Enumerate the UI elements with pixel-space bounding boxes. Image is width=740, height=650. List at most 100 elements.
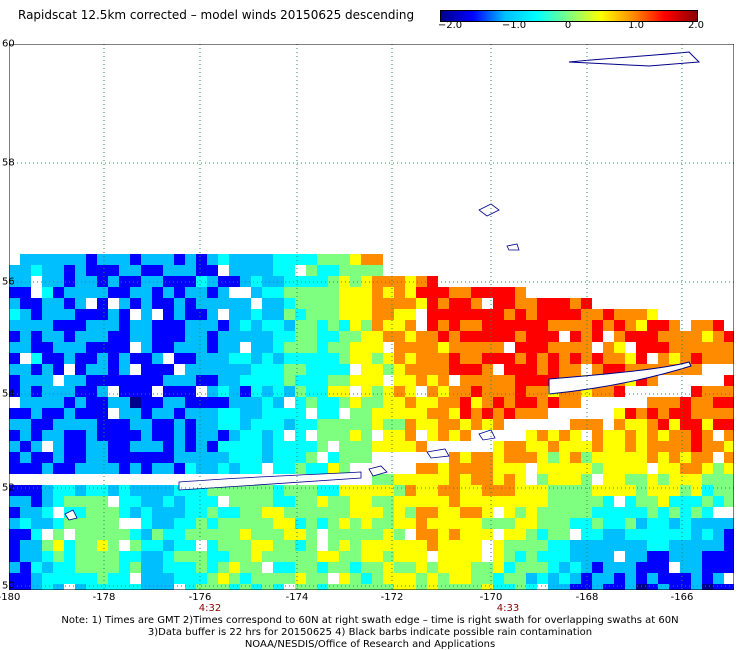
wind-diff-cell bbox=[53, 276, 64, 287]
wind-diff-cell bbox=[724, 551, 734, 562]
swath-time-label-2: 4:33 bbox=[496, 603, 520, 614]
wind-diff-cell bbox=[537, 573, 548, 584]
wind-diff-cell bbox=[460, 452, 471, 463]
wind-diff-cell bbox=[592, 562, 603, 573]
wind-diff-cell bbox=[493, 518, 504, 529]
wind-diff-cell bbox=[273, 485, 284, 496]
wind-diff-cell bbox=[152, 540, 163, 551]
wind-diff-cell bbox=[251, 254, 262, 265]
wind-diff-cell bbox=[75, 375, 86, 386]
wind-diff-cell bbox=[284, 540, 295, 551]
wind-diff-cell bbox=[383, 397, 394, 408]
wind-diff-cell bbox=[86, 452, 97, 463]
wind-diff-cell bbox=[9, 430, 20, 441]
wind-diff-cell bbox=[64, 518, 75, 529]
wind-diff-cell bbox=[328, 265, 339, 276]
wind-diff-cell bbox=[526, 375, 537, 386]
wind-diff-cell bbox=[548, 320, 559, 331]
wind-diff-cell bbox=[141, 430, 152, 441]
wind-diff-cell bbox=[592, 551, 603, 562]
wind-diff-cell bbox=[515, 408, 526, 419]
wind-diff-cell bbox=[647, 496, 658, 507]
wind-diff-cell bbox=[449, 397, 460, 408]
wind-diff-cell bbox=[625, 507, 636, 518]
wind-diff-cell bbox=[273, 584, 284, 590]
wind-diff-cell bbox=[460, 518, 471, 529]
wind-diff-cell bbox=[86, 529, 97, 540]
wind-diff-cell bbox=[713, 342, 724, 353]
wind-diff-cell bbox=[229, 562, 240, 573]
wind-diff-cell bbox=[680, 419, 691, 430]
wind-diff-cell bbox=[372, 584, 383, 590]
wind-diff-cell bbox=[559, 463, 570, 474]
wind-diff-cell bbox=[372, 507, 383, 518]
wind-diff-cell bbox=[31, 375, 42, 386]
wind-diff-cell bbox=[658, 353, 669, 364]
wind-diff-cell bbox=[372, 529, 383, 540]
wind-diff-cell bbox=[537, 562, 548, 573]
wind-diff-cell bbox=[548, 342, 559, 353]
wind-diff-cell bbox=[350, 254, 361, 265]
wind-diff-cell bbox=[207, 298, 218, 309]
wind-diff-cell bbox=[75, 342, 86, 353]
wind-diff-cell bbox=[130, 276, 141, 287]
wind-diff-cell bbox=[460, 474, 471, 485]
wind-diff-cell bbox=[493, 562, 504, 573]
wind-diff-cell bbox=[372, 397, 383, 408]
wind-diff-cell bbox=[53, 309, 64, 320]
wind-diff-cell bbox=[141, 331, 152, 342]
wind-diff-cell bbox=[141, 573, 152, 584]
wind-diff-cell bbox=[163, 529, 174, 540]
lon-label-176: -176 bbox=[188, 592, 212, 603]
wind-diff-cell bbox=[218, 540, 229, 551]
wind-diff-cell bbox=[130, 463, 141, 474]
wind-diff-cell bbox=[526, 342, 537, 353]
wind-diff-cell bbox=[284, 375, 295, 386]
wind-diff-cell bbox=[449, 452, 460, 463]
wind-diff-cell bbox=[702, 463, 713, 474]
wind-diff-cell bbox=[196, 320, 207, 331]
wind-diff-cell bbox=[570, 419, 581, 430]
wind-diff-cell bbox=[130, 408, 141, 419]
wind-diff-cell bbox=[537, 441, 548, 452]
wind-diff-cell bbox=[416, 573, 427, 584]
wind-diff-cell bbox=[372, 474, 383, 485]
wind-diff-cell bbox=[460, 507, 471, 518]
wind-diff-cell bbox=[9, 320, 20, 331]
wind-diff-cell bbox=[240, 375, 251, 386]
wind-diff-cell bbox=[394, 507, 405, 518]
wind-diff-cell bbox=[713, 518, 724, 529]
colorbar-label-plus-one: 1.0 bbox=[628, 20, 644, 31]
wind-diff-cell bbox=[9, 562, 20, 573]
wind-diff-cell bbox=[581, 540, 592, 551]
wind-diff-cell bbox=[405, 331, 416, 342]
wind-diff-cell bbox=[251, 309, 262, 320]
wind-diff-cell bbox=[691, 562, 702, 573]
wind-diff-cell bbox=[438, 298, 449, 309]
wind-diff-cell bbox=[416, 584, 427, 590]
wind-diff-cell bbox=[361, 353, 372, 364]
wind-diff-cell bbox=[295, 397, 306, 408]
wind-diff-cell bbox=[339, 309, 350, 320]
lon-label-172: -172 bbox=[380, 592, 404, 603]
wind-diff-cell bbox=[647, 320, 658, 331]
wind-diff-cell bbox=[97, 551, 108, 562]
wind-diff-cell bbox=[394, 474, 405, 485]
wind-diff-cell bbox=[394, 573, 405, 584]
wind-diff-cell bbox=[625, 430, 636, 441]
wind-diff-cell bbox=[438, 375, 449, 386]
wind-diff-cell bbox=[658, 540, 669, 551]
wind-diff-cell bbox=[185, 518, 196, 529]
wind-diff-cell bbox=[196, 485, 207, 496]
wind-diff-cell bbox=[119, 551, 130, 562]
wind-diff-cell bbox=[592, 529, 603, 540]
wind-diff-cell bbox=[482, 518, 493, 529]
wind-diff-cell bbox=[504, 452, 515, 463]
wind-diff-cell bbox=[196, 353, 207, 364]
wind-diff-cell bbox=[504, 584, 515, 590]
wind-diff-cell bbox=[636, 430, 647, 441]
wind-diff-cell bbox=[75, 496, 86, 507]
wind-diff-cell bbox=[339, 353, 350, 364]
wind-diff-cell bbox=[394, 584, 405, 590]
wind-diff-cell bbox=[130, 419, 141, 430]
